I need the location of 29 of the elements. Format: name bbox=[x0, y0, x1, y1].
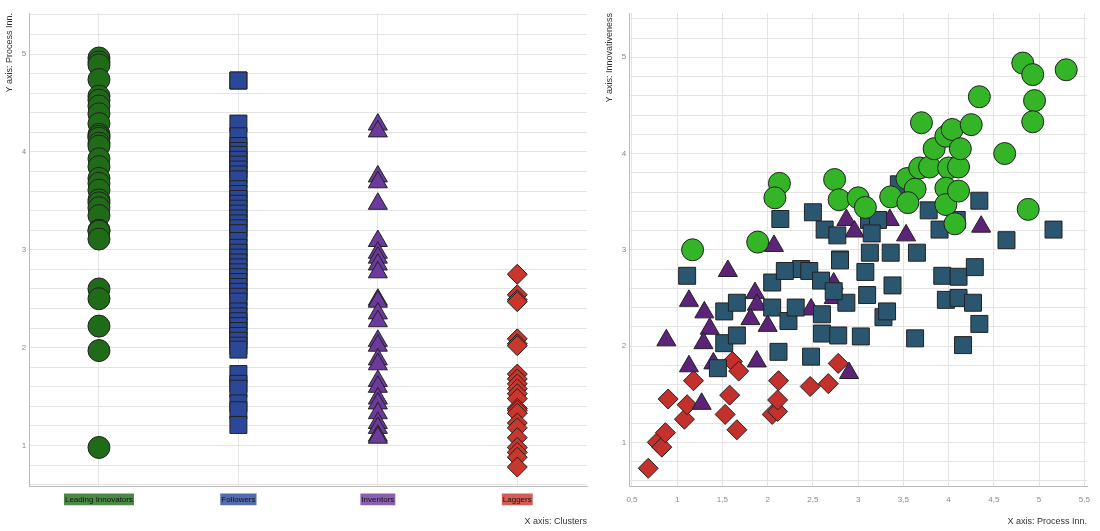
x-tick-label: 4 bbox=[946, 494, 952, 504]
x-tick-label: 5 bbox=[1036, 494, 1042, 504]
y-tick-label: 2 bbox=[21, 342, 27, 352]
x-tick-label: 3,5 bbox=[897, 494, 910, 504]
y-axis-title: Y axis: Innovativeness bbox=[603, 12, 614, 103]
x-tick-label: 2,5 bbox=[807, 494, 819, 504]
x-tick-label: Inventors bbox=[361, 494, 395, 504]
y-tick-label: 4 bbox=[621, 148, 627, 158]
x-tick-label: 1 bbox=[674, 494, 680, 504]
x-tick-label: Followers bbox=[221, 494, 256, 504]
y-tick-label: 5 bbox=[21, 49, 27, 59]
y-tick-label: 2 bbox=[621, 341, 627, 351]
y-tick-label: 1 bbox=[21, 440, 27, 450]
y-tick-label: 3 bbox=[621, 245, 627, 254]
x-tick-label: 5,5 bbox=[1078, 494, 1091, 504]
x-tick-label: Laggers bbox=[502, 494, 532, 504]
x-tick-label: 1,5 bbox=[716, 494, 729, 504]
y-tick-label: 5 bbox=[621, 52, 627, 62]
y-axis-title: Y axis: Process Inn. bbox=[3, 13, 14, 93]
x-tick-label: 4,5 bbox=[988, 494, 1000, 504]
x-axis-title: X axis: Process Inn. bbox=[1007, 516, 1087, 527]
y-tick-label: 1 bbox=[621, 437, 627, 447]
x-tick-label: 2 bbox=[765, 494, 771, 504]
y-tick-label: 4 bbox=[21, 147, 27, 157]
x-axis-title: X axis: Clusters bbox=[524, 516, 588, 527]
x-tick-label: 3 bbox=[855, 494, 861, 504]
x-tick-label: 0,5 bbox=[626, 494, 639, 504]
x-tick-label: Leading Innovators bbox=[64, 494, 133, 504]
y-tick-label: 3 bbox=[21, 245, 27, 254]
